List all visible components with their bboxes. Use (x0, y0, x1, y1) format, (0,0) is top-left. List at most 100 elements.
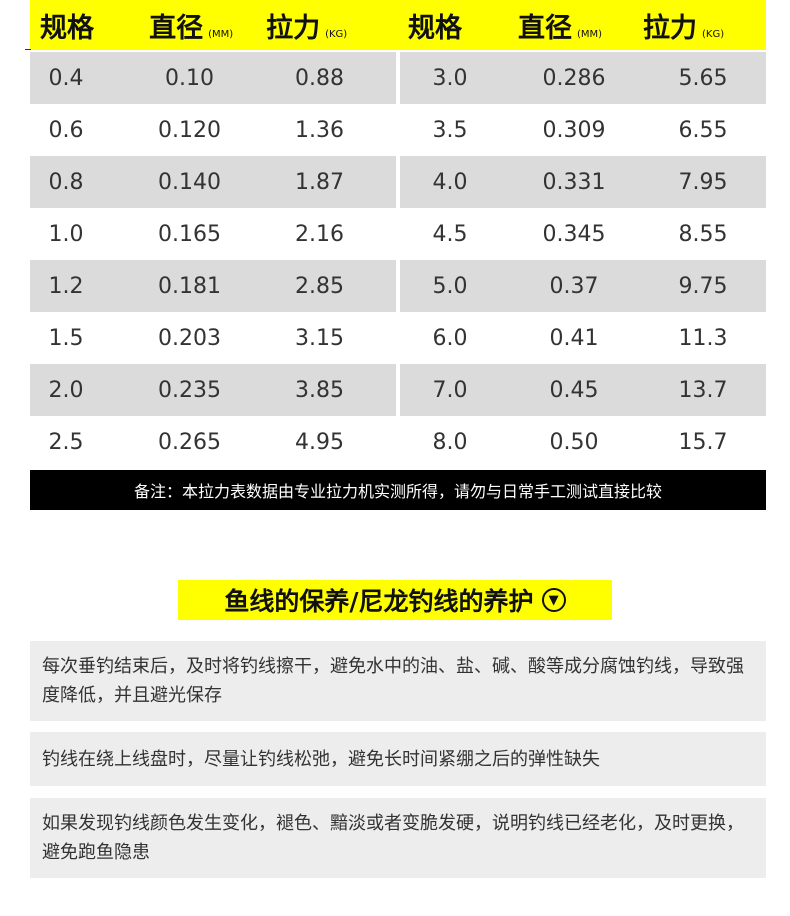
strength-cell: 6.55 (678, 117, 728, 143)
spec-cell: 5.0 (432, 273, 468, 299)
gap (396, 52, 400, 104)
row-half: 4.5 0.345 8.55 (400, 208, 766, 260)
strength-cell: 3.15 (295, 325, 344, 351)
diameter-cell: 0.331 (542, 169, 606, 195)
spec-cell: 1.5 (48, 325, 84, 351)
column-unit: (MM) (208, 28, 234, 40)
row-half: 2.0 0.235 3.85 (30, 364, 396, 416)
spec-cell: 3.5 (432, 117, 468, 143)
strength-cell: 13.7 (678, 377, 728, 403)
row-half: 1.5 0.203 3.15 (30, 312, 396, 364)
strength-cell: 15.7 (678, 429, 728, 455)
row-half: 6.0 0.41 11.3 (400, 312, 766, 364)
gap (396, 312, 400, 364)
column-header: 拉力 (KG) (266, 6, 398, 45)
table-row: 1.5 0.203 3.15 6.0 0.41 11.3 (30, 312, 766, 364)
row-half: 0.8 0.140 1.87 (30, 156, 396, 208)
divider (25, 49, 31, 50)
spec-cell: 7.0 (432, 377, 468, 403)
strength-cell: 1.87 (295, 169, 344, 195)
spec-cell: 0.8 (48, 169, 84, 195)
spec-cell: 4.5 (432, 221, 468, 247)
table-row: 1.0 0.165 2.16 4.5 0.345 8.55 (30, 208, 766, 260)
strength-cell: 11.3 (678, 325, 728, 351)
spec-cell: 1.0 (48, 221, 84, 247)
gap (396, 416, 400, 468)
table-note: 备注：本拉力表数据由专业拉力机实测所得，请勿与日常手工测试直接比较 (30, 470, 766, 510)
care-tip-text: 如果发现钓线颜色发生变化，褪色、黯淡或者变脆发硬，说明钓线已经老化，及时更换，避… (42, 813, 744, 863)
care-tip: 如果发现钓线颜色发生变化，褪色、黯淡或者变脆发硬，说明钓线已经老化，及时更换，避… (30, 798, 766, 878)
spec-cell: 6.0 (432, 325, 468, 351)
header-half: 规格 直径 (MM) 拉力 (KG) (398, 0, 766, 50)
diameter-cell: 0.286 (542, 65, 606, 91)
column-label: 直径 (149, 12, 204, 44)
strength-cell: 5.65 (678, 65, 728, 91)
strength-cell: 3.85 (295, 377, 344, 403)
table-row: 1.2 0.181 2.85 5.0 0.37 9.75 (30, 260, 766, 312)
strength-cell: 7.95 (678, 169, 728, 195)
strength-cell: 8.55 (678, 221, 728, 247)
column-unit: (KG) (325, 28, 348, 40)
spec-cell: 2.0 (48, 377, 84, 403)
strength-cell: 2.85 (295, 273, 344, 299)
strength-cell: 0.88 (295, 65, 344, 91)
spec-table: 0.4 0.10 0.88 3.0 0.286 5.65 0.6 0.120 1.36 3.5 0.… (30, 52, 766, 468)
column-label: 拉力 (266, 12, 321, 44)
diameter-cell: 0.37 (549, 273, 599, 299)
care-title-text: 鱼线的保养/尼龙钓线的养护 (224, 587, 534, 616)
spec-cell: 8.0 (432, 429, 468, 455)
diameter-cell: 0.50 (549, 429, 599, 455)
diameter-cell: 0.203 (158, 325, 221, 351)
spec-cell: 3.0 (432, 65, 468, 91)
diameter-cell: 0.140 (158, 169, 221, 195)
spec-cell: 4.0 (432, 169, 468, 195)
row-half: 3.5 0.309 6.55 (400, 104, 766, 156)
column-label: 拉力 (643, 12, 697, 44)
diameter-cell: 0.265 (158, 429, 221, 455)
care-tip-text: 钓线在绕上线盘时，尽量让钓线松弛，避免长时间紧绷之后的弹性缺失 (42, 748, 600, 770)
row-half: 8.0 0.50 15.7 (400, 416, 766, 468)
column-label: 规格 (408, 12, 462, 44)
row-half: 1.0 0.165 2.16 (30, 208, 396, 260)
gap (396, 260, 400, 312)
strength-cell: 9.75 (678, 273, 728, 299)
column-label: 规格 (40, 12, 94, 44)
column-header: 拉力 (KG) (643, 6, 763, 45)
row-half: 0.6 0.120 1.36 (30, 104, 396, 156)
care-title: 鱼线的保养/尼龙钓线的养护 ▼ (178, 580, 612, 620)
diameter-cell: 0.165 (158, 221, 221, 247)
row-half: 4.0 0.331 7.95 (400, 156, 766, 208)
diameter-cell: 0.41 (549, 325, 599, 351)
row-half: 7.0 0.45 13.7 (400, 364, 766, 416)
table-header: 规格 直径 (MM) 拉力 (KG) 规格 直径 (MM) 拉力 (KG) (30, 0, 766, 50)
diameter-cell: 0.309 (542, 117, 606, 143)
header-half: 规格 直径 (MM) 拉力 (KG) (30, 0, 398, 50)
care-tip: 钓线在绕上线盘时，尽量让钓线松弛，避免长时间紧绷之后的弹性缺失 (30, 732, 766, 786)
diameter-cell: 0.345 (542, 221, 606, 247)
column-unit: (MM) (577, 28, 603, 40)
strength-cell: 2.16 (295, 221, 344, 247)
care-tip: 每次垂钓结束后，及时将钓线擦干，避免水中的油、盐、碱、酸等成分腐蚀钓线，导致强度… (30, 641, 766, 721)
spec-cell: 0.6 (48, 117, 84, 143)
circle-chevron-down-icon: ▼ (541, 588, 566, 612)
column-label: 直径 (518, 12, 572, 44)
diameter-cell: 0.235 (158, 377, 221, 403)
table-row: 2.0 0.235 3.85 7.0 0.45 13.7 (30, 364, 766, 416)
gap (396, 364, 400, 416)
diameter-cell: 0.45 (549, 377, 599, 403)
column-header: 直径 (MM) (518, 6, 643, 45)
spec-cell: 2.5 (48, 429, 84, 455)
table-row: 0.4 0.10 0.88 3.0 0.286 5.65 (30, 52, 766, 104)
row-half: 1.2 0.181 2.85 (30, 260, 396, 312)
row-half: 5.0 0.37 9.75 (400, 260, 766, 312)
column-header: 直径 (MM) (149, 6, 266, 45)
table-row: 0.6 0.120 1.36 3.5 0.309 6.55 (30, 104, 766, 156)
row-half: 2.5 0.265 4.95 (30, 416, 396, 468)
column-unit: (KG) (702, 28, 725, 40)
table-row: 0.8 0.140 1.87 4.0 0.331 7.95 (30, 156, 766, 208)
strength-cell: 4.95 (295, 429, 344, 455)
spec-cell: 1.2 (48, 273, 84, 299)
gap (396, 208, 400, 260)
diameter-cell: 0.181 (158, 273, 221, 299)
row-half: 3.0 0.286 5.65 (400, 52, 766, 104)
